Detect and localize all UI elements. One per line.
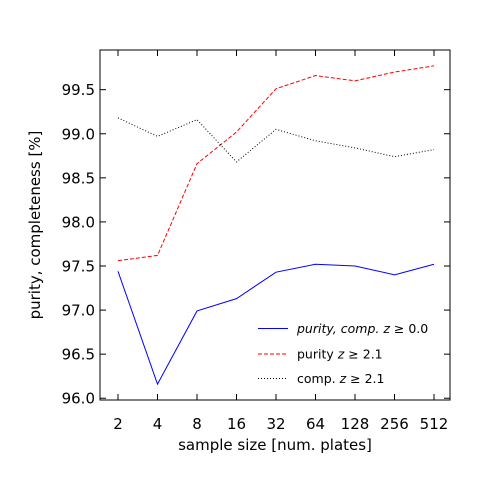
x-tick-label: 8 [192, 415, 202, 433]
series-layer [117, 65, 435, 386]
x-tick-label: 2 [113, 415, 123, 433]
legend-label-series-3: comp. z ≥ 2.1 [297, 371, 384, 386]
x-tick-label: 64 [306, 415, 325, 433]
ticks-layer: 2 4 8 16 32 64 128 256 512 96.0 96.5 97.0 97.5 98.0 98… [62, 50, 450, 433]
x-tick-label: 16 [227, 415, 246, 433]
x-tick-label: 32 [266, 415, 285, 433]
plot-frame [99, 49, 451, 401]
y-tick-label: 98.5 [62, 169, 95, 187]
y-tick-label: 96.0 [62, 390, 95, 408]
y-tick-label: 98.0 [62, 213, 95, 231]
legend-label-series-1: purity, comp. z ≥ 0.0 [296, 321, 428, 336]
x-tick-label: 512 [420, 415, 449, 433]
x-axis-label: sample size [num. plates] [178, 436, 372, 454]
y-tick-label: 97.5 [62, 257, 95, 275]
x-tick-label: 4 [153, 415, 163, 433]
legend-label-series-2: purity z ≥ 2.1 [297, 347, 383, 362]
x-tick-label: 128 [341, 415, 370, 433]
y-axis-label: purity, completeness [%] [26, 131, 44, 320]
y-tick-label: 96.5 [62, 346, 95, 364]
y-tick-label: 99.0 [62, 125, 95, 143]
x-tick-label: 256 [380, 415, 409, 433]
y-tick-label: 97.0 [62, 302, 95, 320]
legend: purity, comp. z ≥ 0.0 purity z ≥ 2.1 com… [258, 321, 428, 386]
y-tick-label: 99.5 [62, 81, 95, 99]
